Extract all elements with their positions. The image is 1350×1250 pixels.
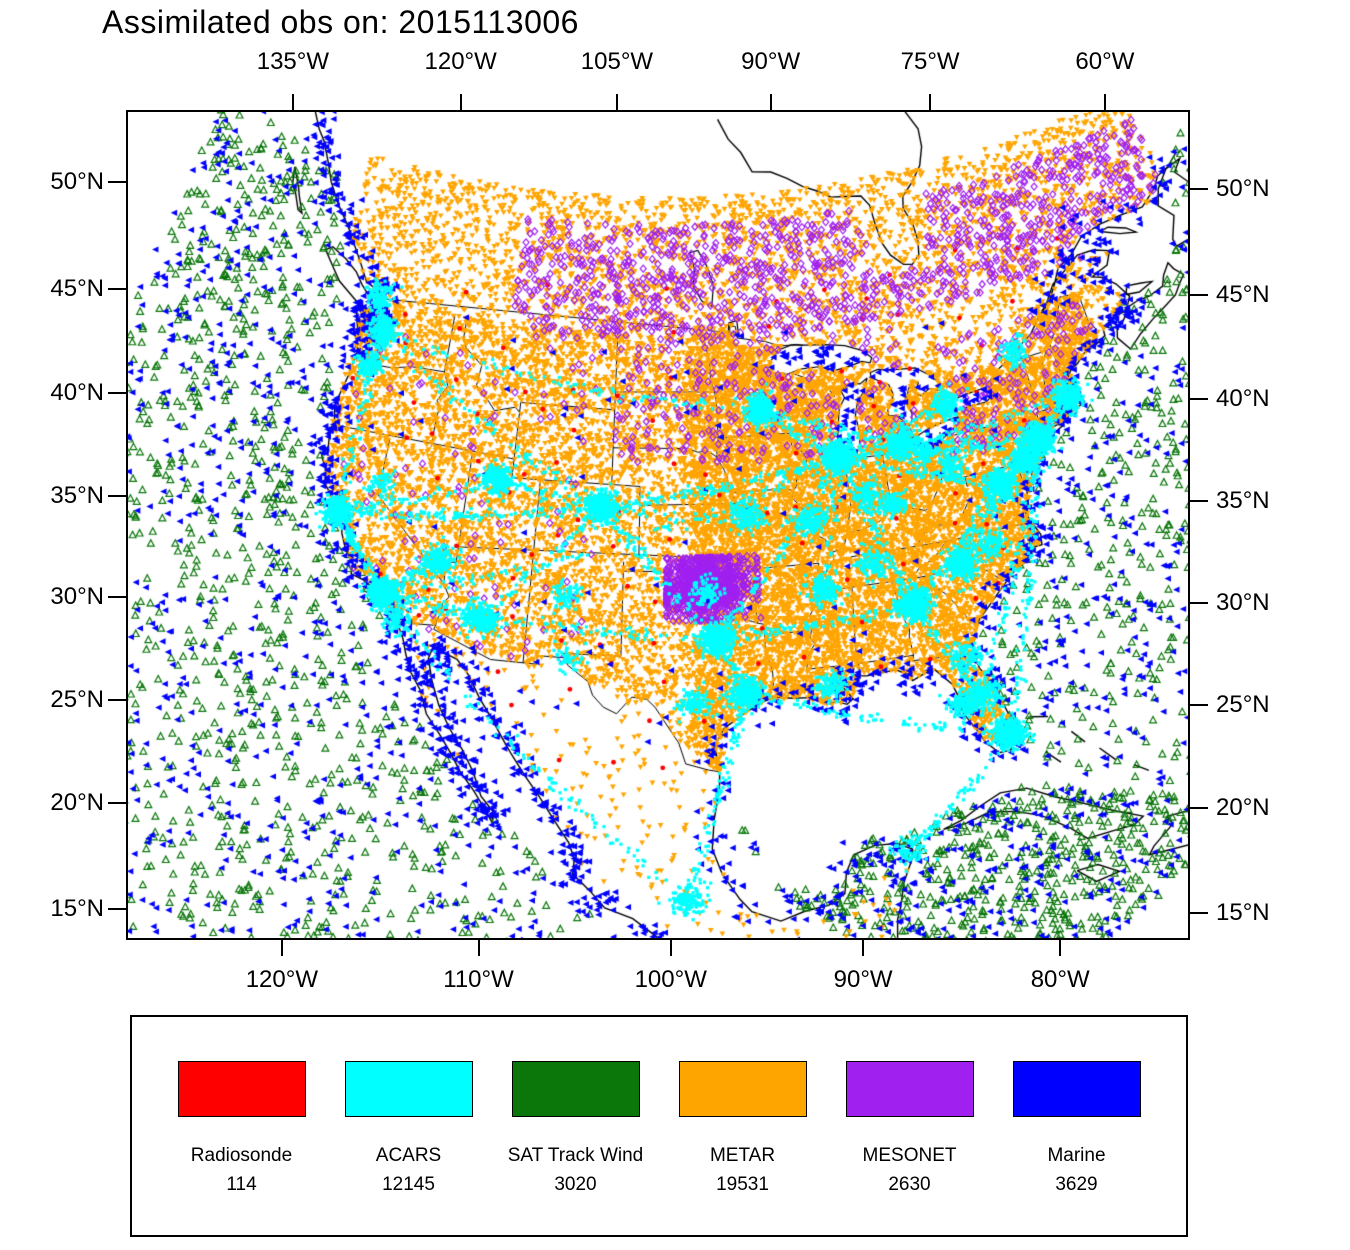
legend-label: ACARS (375, 1145, 442, 1166)
legend-swatch (678, 1061, 807, 1117)
bottom-axis-tick (862, 940, 865, 956)
top-axis-tick-label: 120°W (424, 48, 497, 75)
legend-item: SAT Track Wind 3020 (492, 1061, 659, 1235)
bottom-axis-tick-label: 90°W (833, 966, 893, 993)
legend-item: METAR 19531 (659, 1061, 826, 1235)
legend-box: Radiosonde 114 ACARS 12145 SAT Track Wind 302… (130, 1015, 1188, 1237)
legend-item: ACARS 12145 (325, 1061, 492, 1235)
bottom-axis-tick-label: 110°W (443, 966, 514, 993)
bottom-axis-tick-label: 80°W (1030, 966, 1090, 993)
right-axis-tick-label: 45°N (1216, 281, 1270, 309)
right-axis-tick-label: 35°N (1216, 487, 1270, 515)
right-axis-tick-label: 25°N (1216, 690, 1270, 718)
legend-count: 3020 (554, 1173, 597, 1195)
legend-label: METAR (709, 1145, 776, 1166)
left-axis-tick-label: 25°N (50, 685, 104, 713)
page-title: Assimilated obs on: 2015113006 (102, 4, 579, 40)
legend-swatch (845, 1061, 974, 1117)
legend-label: Radiosonde (190, 1145, 293, 1166)
left-axis-tick-label: 35°N (50, 481, 104, 509)
bottom-axis-tick-label: 120°W (245, 966, 319, 993)
left-axis-tick (108, 698, 126, 701)
right-axis-tick-label: 50°N (1216, 174, 1270, 202)
legend-count: 19531 (716, 1173, 769, 1195)
right-axis-tick-label: 15°N (1216, 898, 1270, 926)
left-axis-tick (108, 392, 126, 395)
legend-item: MESONET 2630 (826, 1061, 993, 1235)
legend-swatch (177, 1061, 306, 1117)
left-axis-tick-label: 20°N (50, 789, 104, 817)
right-axis-tick (1190, 294, 1208, 297)
legend-count: 12145 (382, 1173, 435, 1195)
legend-label: SAT Track Wind (507, 1145, 644, 1166)
right-axis-tick (1190, 398, 1208, 401)
top-axis-tick-label: 135°W (256, 48, 330, 75)
legend-swatch (511, 1061, 640, 1117)
right-axis-tick (1190, 187, 1208, 190)
left-axis-tick-label: 30°N (50, 583, 104, 611)
top-axis-tick-label: 105°W (580, 48, 654, 75)
left-axis-tick-label: 45°N (50, 274, 104, 302)
right-axis-tick-label: 30°N (1216, 588, 1270, 616)
left-axis-tick (108, 596, 126, 599)
top-axis-tick (929, 94, 932, 110)
left-axis-tick-label: 15°N (50, 894, 104, 922)
bottom-axis-tick (1059, 940, 1062, 956)
bottom-axis-tick (669, 940, 672, 956)
bottom-axis-tick (477, 940, 480, 956)
top-axis-tick-label: 60°W (1075, 48, 1135, 75)
legend-count: 114 (226, 1173, 257, 1195)
right-axis-tick (1190, 500, 1208, 503)
legend-swatch (344, 1061, 473, 1117)
left-axis-tick (108, 802, 126, 805)
top-axis-tick (615, 94, 618, 110)
top-axis-tick-label: 75°W (900, 48, 960, 75)
legend-count: 2630 (888, 1173, 931, 1195)
legend-label: MESONET (862, 1145, 957, 1166)
bottom-axis-tick (280, 940, 283, 956)
top-axis-tick (291, 94, 294, 110)
left-axis-tick (108, 287, 126, 290)
legend-item: Marine 3629 (993, 1061, 1160, 1235)
right-axis-tick (1190, 806, 1208, 809)
top-axis-tick (1103, 94, 1106, 110)
right-axis-tick-label: 40°N (1216, 385, 1270, 413)
left-axis-tick (108, 494, 126, 497)
top-axis-tick (769, 94, 772, 110)
bottom-axis-tick-label: 100°W (634, 966, 707, 993)
left-axis-tick (108, 180, 126, 183)
legend-item: Radiosonde 114 (158, 1061, 325, 1235)
left-axis-tick-label: 40°N (50, 379, 104, 407)
right-axis-tick (1190, 703, 1208, 706)
top-axis-tick-label: 90°W (741, 48, 801, 75)
right-axis-tick (1190, 601, 1208, 604)
legend-label: Marine (1047, 1145, 1106, 1166)
legend-count: 3629 (1055, 1173, 1098, 1195)
legend-swatch (1012, 1061, 1141, 1117)
left-axis-tick (108, 907, 126, 910)
right-axis-tick (1190, 911, 1208, 914)
right-axis-tick-label: 20°N (1216, 793, 1270, 821)
top-axis-tick (459, 94, 462, 110)
map-canvas (128, 112, 1188, 938)
map-frame (126, 110, 1190, 940)
left-axis-tick-label: 50°N (50, 167, 104, 195)
